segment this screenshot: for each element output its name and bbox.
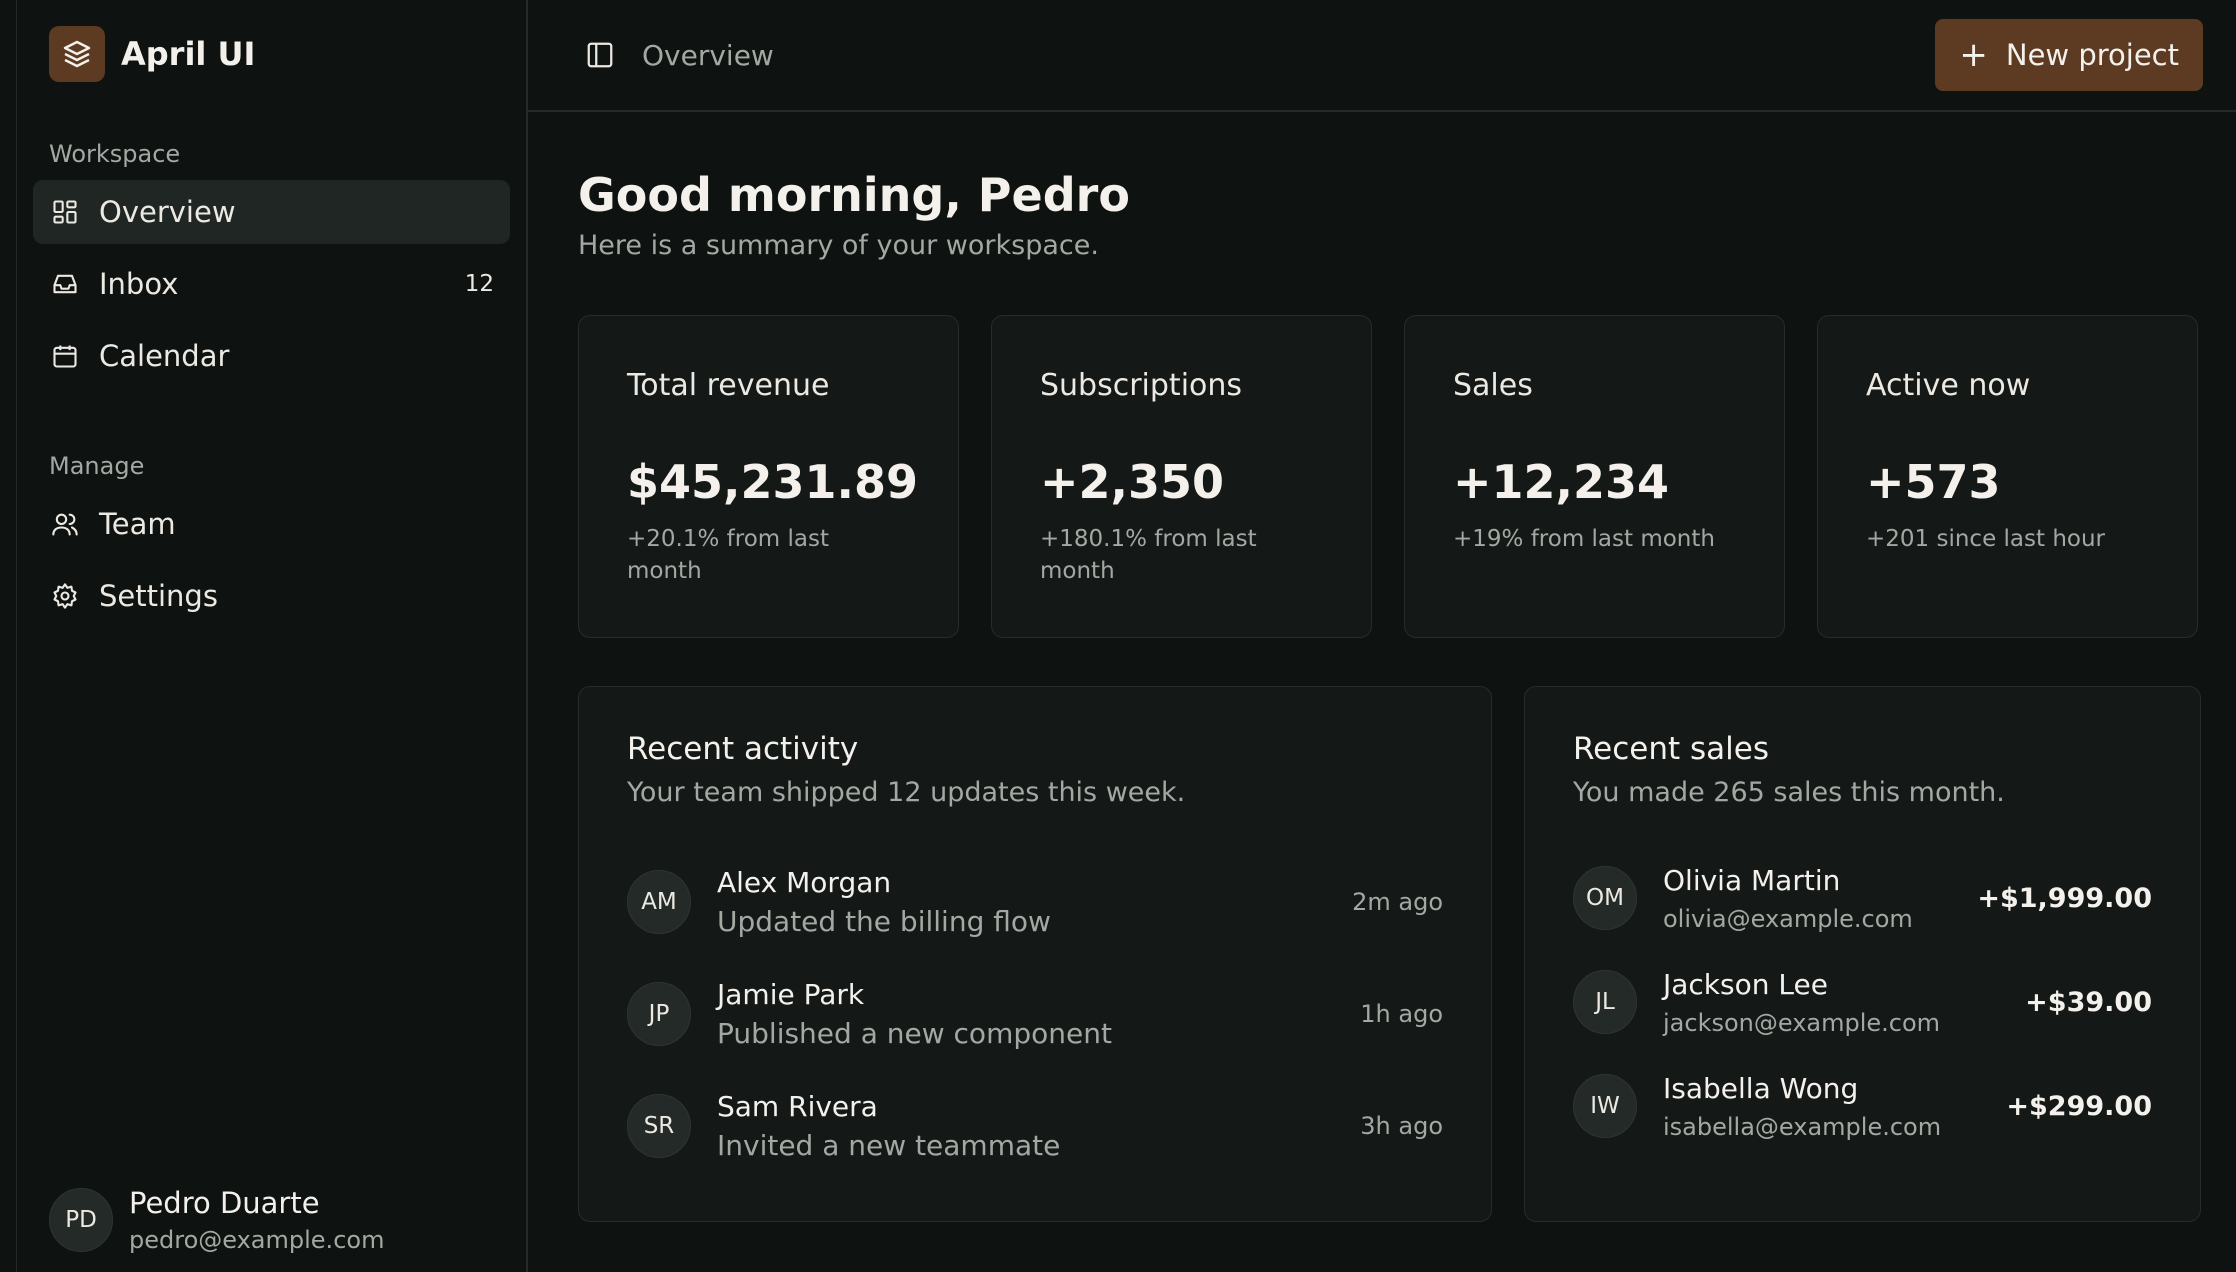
activity-description: Invited a new teammate: [717, 1129, 1061, 1162]
stat-value: +573: [1866, 455, 2001, 509]
stat-card-active-now: Active now +573 +201 since last hour: [1817, 315, 2198, 638]
users-icon: [49, 508, 81, 540]
user-profile[interactable]: PD Pedro Duarte pedro@example.com: [49, 1186, 384, 1254]
list-item: AM Alex Morgan Updated the billing flow …: [627, 846, 1443, 958]
page-subtitle: Here is a summary of your workspace.: [578, 230, 1099, 261]
activity-description: Updated the billing flow: [717, 905, 1051, 938]
sidebar-item-calendar[interactable]: Calendar: [33, 324, 510, 388]
sale-amount: +$299.00: [2006, 1090, 2152, 1122]
list-item: SR Sam Rivera Invited a new teammate 3h …: [627, 1070, 1443, 1182]
calendar-icon: [49, 340, 81, 372]
lower-panels: Recent activity Your team shipped 12 upd…: [578, 686, 2203, 1222]
inbox-count-badge: 12: [464, 271, 494, 297]
customer-email: jackson@example.com: [1663, 1008, 1941, 1037]
topbar: Overview + New project: [528, 0, 2236, 112]
activity-user-name: Alex Morgan: [717, 866, 892, 899]
customer-name: Jackson Lee: [1663, 967, 1828, 1001]
customer-email: isabella@example.com: [1663, 1112, 1942, 1141]
sidebar-item-label: Inbox: [99, 267, 179, 301]
list-item: JP Jamie Park Published a new component …: [627, 958, 1443, 1070]
activity-list: AM Alex Morgan Updated the billing flow …: [627, 846, 1443, 1182]
customer-name: Olivia Martin: [1663, 863, 1841, 897]
stat-change: +201 since last hour: [1866, 526, 2106, 552]
avatar: PD: [49, 1188, 113, 1252]
stat-title: Subscriptions: [1040, 368, 1243, 403]
stat-card-total-revenue: Total revenue $45,231.89 +20.1% from las…: [578, 315, 959, 638]
avatar: JP: [627, 982, 691, 1046]
stat-value: +2,350: [1040, 455, 1225, 509]
list-item: JL Jackson Lee jackson@example.com +$39.…: [1573, 950, 2152, 1054]
panel-subtitle: You made 265 sales this month.: [1573, 777, 2005, 808]
sidebar-item-overview[interactable]: Overview: [33, 180, 510, 244]
stat-title: Total revenue: [627, 368, 830, 403]
dashboard-icon: [49, 196, 81, 228]
activity-user-name: Jamie Park: [717, 978, 865, 1011]
inbox-icon: [49, 268, 81, 300]
list-item: IW Isabella Wong isabella@example.com +$…: [1573, 1054, 2152, 1158]
plus-icon: +: [1959, 35, 1988, 75]
main-content: Overview + New project Good morning, Ped…: [528, 0, 2236, 1272]
sidebar-item-label: Calendar: [99, 339, 230, 373]
sale-amount: +$39.00: [2025, 986, 2152, 1018]
avatar: JL: [1573, 970, 1637, 1034]
gear-icon: [49, 580, 81, 612]
stat-change: +180.1% from last month: [1040, 526, 1257, 584]
stat-card-subscriptions: Subscriptions +2,350 +180.1% from last m…: [991, 315, 1372, 638]
page-title: Good morning, Pedro: [578, 168, 1130, 222]
stats-row: Total revenue $45,231.89 +20.1% from las…: [578, 315, 2203, 638]
sidebar-toggle-icon[interactable]: [584, 39, 616, 71]
panel-title: Recent activity: [627, 731, 859, 767]
recent-sales-panel: Recent sales You made 265 sales this mon…: [1524, 686, 2201, 1222]
sidebar-item-inbox[interactable]: Inbox 12: [33, 252, 510, 316]
stat-change: +19% from last month: [1453, 526, 1715, 552]
new-project-label: New project: [2005, 38, 2179, 72]
stat-value: $45,231.89: [627, 455, 919, 509]
brand-name: April UI: [121, 35, 256, 73]
layers-icon: [49, 26, 105, 82]
brand[interactable]: April UI: [33, 0, 510, 108]
user-name: Pedro Duarte: [129, 1186, 320, 1220]
stat-title: Sales: [1453, 368, 1533, 403]
sidebar: April UI Workspace Overview Inbox 12: [17, 0, 528, 1272]
customer-email: olivia@example.com: [1663, 904, 1913, 933]
panel-subtitle: Your team shipped 12 updates this week.: [627, 777, 1186, 808]
breadcrumb: Overview: [642, 38, 774, 72]
section-label-workspace: Workspace: [49, 140, 181, 168]
customer-name: Isabella Wong: [1663, 1071, 1859, 1105]
recent-activity-panel: Recent activity Your team shipped 12 upd…: [578, 686, 1492, 1222]
stat-title: Active now: [1866, 368, 2031, 403]
avatar: OM: [1573, 866, 1637, 930]
activity-description: Published a new component: [717, 1017, 1112, 1050]
panel-title: Recent sales: [1573, 731, 1769, 767]
sidebar-item-team[interactable]: Team: [33, 492, 510, 556]
sale-amount: +$1,999.00: [1977, 882, 2152, 914]
activity-time: 1h ago: [1360, 1000, 1443, 1028]
avatar: AM: [627, 870, 691, 934]
avatar: IW: [1573, 1074, 1637, 1138]
user-email: pedro@example.com: [129, 1226, 385, 1254]
dashboard: Good morning, Pedro Here is a summary of…: [528, 112, 2236, 1222]
avatar: SR: [627, 1094, 691, 1158]
sidebar-item-label: Overview: [99, 195, 236, 229]
stat-change: +20.1% from last month: [627, 526, 829, 584]
stat-value: +12,234: [1453, 455, 1670, 509]
sidebar-item-label: Team: [99, 507, 176, 541]
sidebar-item-label: Settings: [99, 579, 218, 613]
app-shell: April UI Workspace Overview Inbox 12: [16, 0, 2236, 1272]
activity-user-name: Sam Rivera: [717, 1090, 878, 1123]
stat-card-sales: Sales +12,234 +19% from last month: [1404, 315, 1785, 638]
sidebar-item-settings[interactable]: Settings: [33, 564, 510, 628]
section-label-manage: Manage: [49, 452, 145, 480]
activity-time: 3h ago: [1360, 1112, 1443, 1140]
list-item: OM Olivia Martin olivia@example.com +$1,…: [1573, 846, 2152, 950]
activity-time: 2m ago: [1352, 888, 1443, 916]
sales-list: OM Olivia Martin olivia@example.com +$1,…: [1573, 846, 2152, 1158]
new-project-button[interactable]: + New project: [1935, 19, 2203, 91]
